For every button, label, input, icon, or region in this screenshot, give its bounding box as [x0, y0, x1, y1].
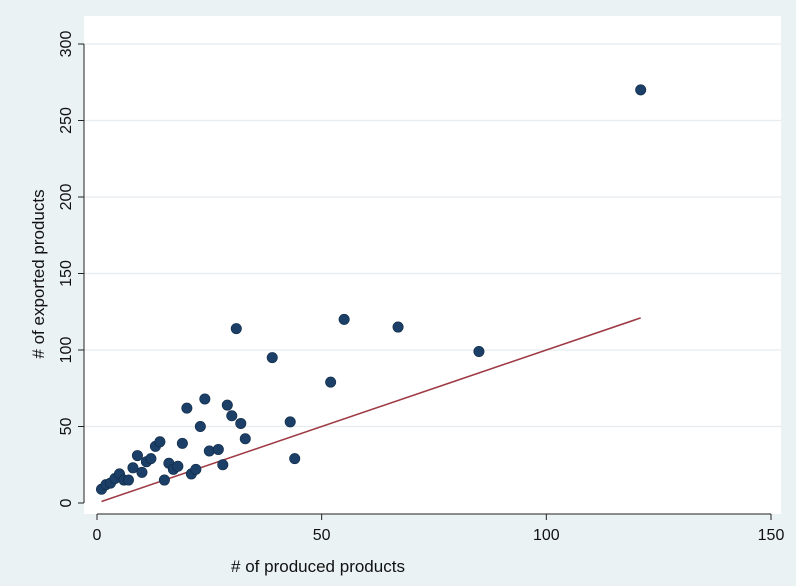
data-point — [235, 417, 247, 429]
data-point — [212, 443, 224, 455]
x-tick-label: 0 — [93, 527, 102, 544]
data-point — [239, 433, 251, 445]
data-point — [199, 393, 211, 405]
data-point — [635, 84, 647, 96]
data-point — [473, 346, 485, 358]
data-point — [122, 474, 134, 486]
x-axis-title: # of produced products — [231, 557, 405, 576]
data-point — [325, 376, 337, 388]
scatter-series — [95, 84, 647, 495]
data-point — [289, 453, 301, 465]
y-tick-label: 250 — [58, 107, 75, 134]
data-point — [266, 352, 278, 364]
data-point — [136, 466, 148, 478]
data-point — [230, 323, 242, 335]
data-point — [338, 313, 350, 325]
data-point — [217, 459, 229, 471]
data-point — [172, 460, 184, 472]
x-tick-label: 150 — [758, 527, 785, 544]
y-tick-label: 0 — [58, 498, 75, 507]
y-tick-label: 200 — [58, 184, 75, 211]
plot-area — [84, 16, 781, 514]
data-point — [392, 321, 404, 333]
data-point — [194, 420, 206, 432]
y-tick-label: 100 — [58, 337, 75, 364]
y-axis-ticks: 0 50 100 150 200 250 300 — [58, 31, 84, 507]
x-axis-ticks: 0 50 100 150 — [93, 514, 785, 544]
data-point — [127, 462, 139, 474]
data-point — [145, 453, 157, 465]
data-point — [158, 474, 170, 486]
data-point — [154, 436, 166, 448]
data-point — [176, 437, 188, 449]
x-tick-label: 100 — [533, 527, 560, 544]
data-point — [203, 445, 215, 457]
data-point — [284, 416, 296, 428]
y-tick-label: 50 — [58, 418, 75, 436]
data-point — [226, 410, 238, 422]
y-tick-label: 300 — [58, 31, 75, 58]
data-point — [190, 463, 202, 475]
data-point — [131, 450, 143, 462]
y-tick-label: 150 — [58, 260, 75, 287]
x-tick-label: 50 — [313, 527, 331, 544]
y-axis-title: # of exported products — [29, 189, 48, 358]
data-point — [181, 402, 193, 414]
data-point — [221, 399, 233, 411]
